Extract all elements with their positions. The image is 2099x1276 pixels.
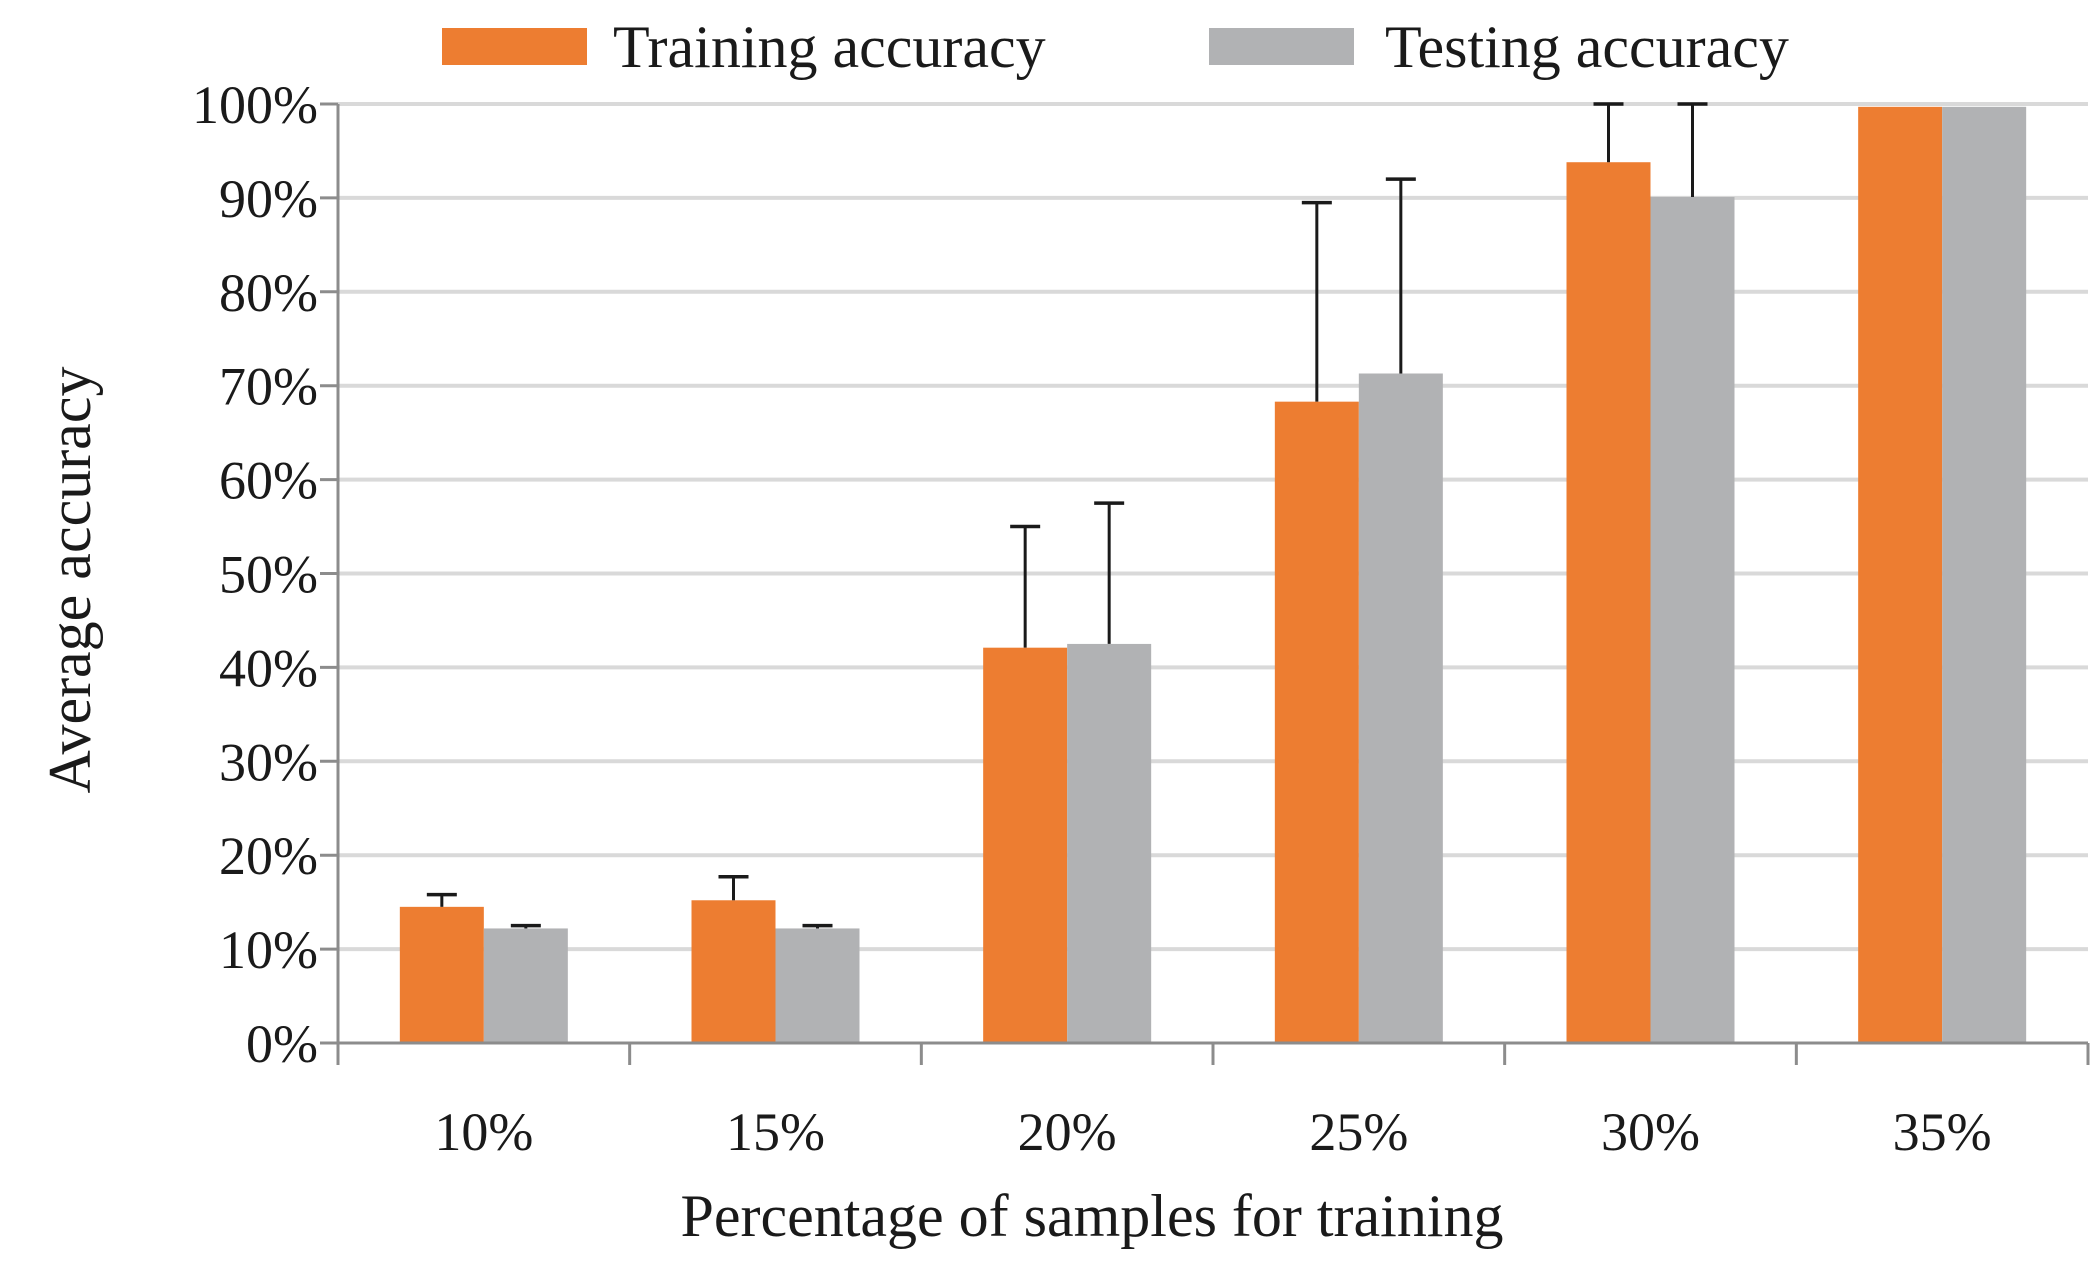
legend-label-testing: Testing accuracy [1385,14,1789,80]
testing-bar-20pct [1067,643,1152,1043]
legend-swatch-testing [1209,28,1354,65]
y-tick-label: 70% [219,357,318,417]
training-bar-20pct [983,647,1068,1043]
y-tick-label: 100% [192,75,318,135]
x-tick-label: 20% [1018,1102,1117,1162]
error-bars [426,102,1708,929]
x-tick-label: 30% [1601,1102,1700,1162]
testing-bar-30pct [1650,196,1735,1043]
y-tick-label: 60% [219,451,318,511]
training-bar-10pct [399,906,484,1043]
y-tick-label: 40% [219,638,318,698]
testing-bar-15pct [775,928,860,1043]
training-bar-15pct [691,900,776,1043]
x-tick-label: 15% [726,1102,825,1162]
y-axis-title: Average accuracy [37,367,103,794]
axes [336,104,2090,1065]
gridlines [320,102,2088,1045]
y-axis-tick-labels: 0% 10% 20% 30% 40% 50% 60% 70% 80% 90% 100% [192,75,318,1074]
training-bar-25pct [1274,401,1359,1044]
x-tick-label: 10% [434,1102,533,1162]
y-tick-label: 80% [219,263,318,323]
testing-bar-35pct [1942,106,2027,1043]
legend-swatch-training [442,28,587,65]
testing-bar-25pct [1358,373,1443,1043]
y-tick-label: 10% [219,920,318,980]
x-axis-tick-labels: 10% 15% 20% 25% 30% 35% [434,1102,1991,1162]
testing-bar-10pct [483,928,568,1043]
legend: Training accuracy Testing accuracy [442,14,1789,80]
bars [399,106,2027,1044]
training-bar-30pct [1566,162,1651,1043]
y-tick-label: 0% [246,1014,318,1074]
x-axis-title: Percentage of samples for training [680,1183,1503,1249]
x-tick-label: 25% [1309,1102,1408,1162]
y-tick-label: 90% [219,169,318,229]
y-tick-label: 30% [219,732,318,792]
legend-label-training: Training accuracy [613,14,1046,80]
y-tick-label: 50% [219,545,318,605]
y-tick-label: 20% [219,826,318,886]
training-bar-35pct [1858,106,1943,1043]
x-tick-label: 35% [1893,1102,1992,1162]
